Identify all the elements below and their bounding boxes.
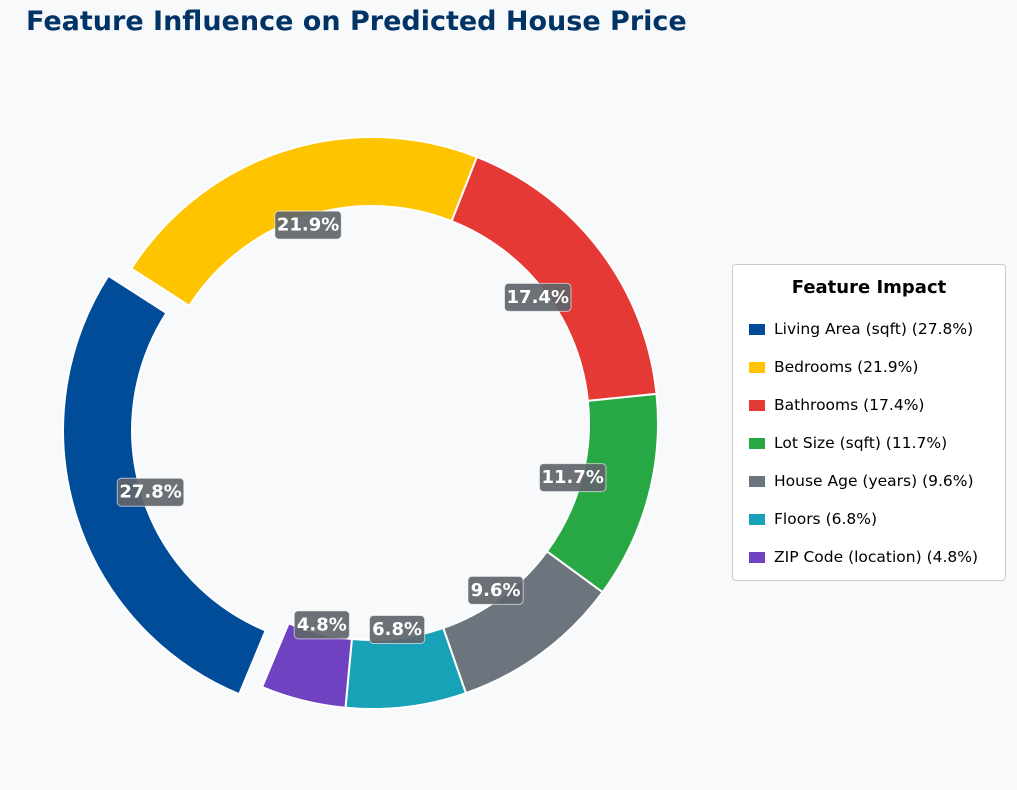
legend-item: Bathrooms (17.4%) [749, 395, 924, 415]
legend-title: Feature Impact [791, 277, 947, 298]
legend: Feature Impact Living Area (sqft) (27.8%… [732, 264, 1006, 581]
slice-value-text: 27.8% [119, 482, 181, 503]
legend-item: Bedrooms (21.9%) [749, 357, 918, 377]
legend-label: Living Area (sqft) (27.8%) [774, 320, 974, 338]
slice-value-text: 9.6% [471, 580, 521, 601]
slice-value-text: 4.8% [297, 614, 347, 635]
slice-value-label: 27.8% [116, 477, 185, 507]
slice-label-box [504, 282, 572, 312]
legend-label: House Age (years) (9.6%) [774, 472, 974, 490]
legend-label: ZIP Code (location) (4.8%) [774, 548, 979, 566]
slice-value-text: 17.4% [507, 287, 569, 308]
legend-item: House Age (years) (9.6%) [749, 471, 974, 491]
slice-label-box [538, 463, 607, 493]
slice-value-label: 6.8% [368, 614, 426, 644]
donut-slice [450, 155, 658, 403]
legend-item: ZIP Code (location) (4.8%) [749, 547, 978, 567]
legend-item: Living Area (sqft) (27.8%) [749, 319, 973, 339]
legend-item: Floors (6.8%) [749, 509, 877, 529]
slice-value-label: 9.6% [467, 575, 524, 605]
slice-value-text: 11.7% [541, 467, 603, 488]
slice-label-box [274, 210, 342, 240]
legend-swatch [749, 399, 765, 411]
legend-label: Floors (6.8%) [774, 510, 878, 528]
slice-label-box [467, 575, 524, 605]
legend-item: Lot Size (sqft) (11.7%) [749, 433, 947, 453]
legend-swatch [749, 551, 765, 563]
slice-label-box [368, 614, 426, 644]
legend-label: Lot Size (sqft) (11.7%) [774, 434, 948, 452]
legend-swatch [749, 437, 765, 449]
legend-swatch [749, 513, 765, 525]
slice-value-label: 21.9% [274, 210, 342, 240]
chart-title: Feature Influence on Predicted House Pri… [26, 6, 687, 37]
legend-swatch [749, 475, 765, 487]
slice-value-text: 6.8% [372, 619, 422, 640]
legend-swatch [749, 361, 765, 373]
donut-slice [62, 274, 268, 696]
slice-value-text: 21.9% [277, 215, 339, 236]
slice-value-label: 17.4% [504, 282, 572, 312]
legend-label: Bathrooms (17.4%) [774, 396, 925, 414]
slice-label-box [116, 477, 185, 507]
legend-swatch [749, 323, 765, 335]
slice-value-label: 11.7% [538, 463, 607, 493]
slice-label-box [293, 610, 350, 640]
slice-value-label: 4.8% [293, 610, 350, 640]
legend-label: Bedrooms (21.9%) [774, 358, 919, 376]
